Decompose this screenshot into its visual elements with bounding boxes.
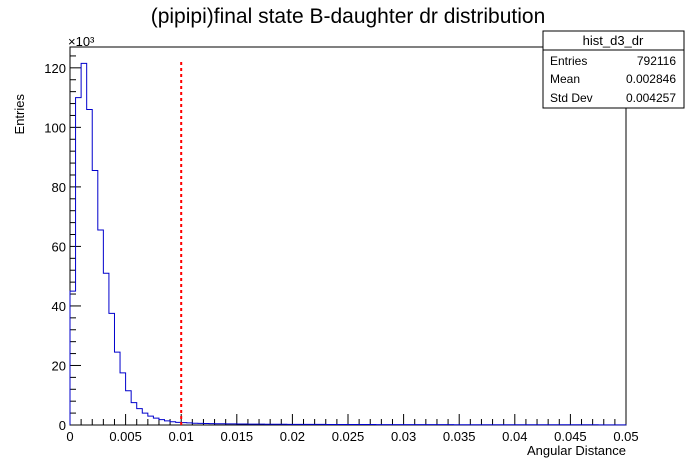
x-tick-label: 0.04: [502, 429, 527, 444]
y-tick-label: 100: [44, 120, 66, 135]
stats-stddev-value: 0.004257: [626, 91, 676, 105]
y-tick-label: 0: [59, 418, 66, 433]
x-tick-label: 0.05: [613, 429, 638, 444]
y-tick-label: 80: [52, 180, 66, 195]
x-axis-ticks: 0 0.005 0.01 0.015 0.02 0.025 0.03 0.035 0.04 0.0…: [66, 414, 639, 444]
x-tick-label: 0.025: [332, 429, 365, 444]
x-tick-label: 0.01: [169, 429, 194, 444]
stats-box-frame: [542, 30, 685, 109]
x-axis-title: Angular Distance: [527, 443, 626, 458]
chart-title: (pipipi)final state B-daughter dr distri…: [151, 5, 546, 28]
y-tick-label: 120: [44, 61, 66, 76]
y-tick-label: 40: [52, 299, 66, 314]
y-axis-title: Entries: [12, 94, 27, 135]
stats-entries-label: Entries: [550, 54, 587, 68]
histogram-series-line: [69, 62, 627, 426]
x-tick-label: 0.015: [221, 429, 254, 444]
stats-mean-label: Mean: [550, 72, 580, 86]
y-axis-ticks: 0 20 40 60 80 100 120: [44, 55, 81, 433]
x-tick-label: 0: [66, 429, 73, 444]
y-tick-label: 60: [52, 239, 66, 254]
stats-box-name: hist_d3_dr: [583, 33, 644, 48]
x-tick-label: 0.03: [391, 429, 416, 444]
stats-mean-value: 0.002846: [626, 72, 676, 86]
x-tick-label: 0.02: [280, 429, 305, 444]
y-multiplier-label: ×10³: [68, 34, 95, 49]
stats-stddev-label: Std Dev: [550, 91, 593, 105]
x-tick-label: 0.045: [554, 429, 587, 444]
x-tick-label: 0.035: [443, 429, 476, 444]
stats-entries-value: 792116: [637, 54, 676, 68]
stats-box: hist_d3_dr Entries 792116 Mean 0.002846 …: [542, 30, 685, 109]
y-tick-label: 20: [52, 358, 66, 373]
x-tick-label: 0.005: [109, 429, 142, 444]
